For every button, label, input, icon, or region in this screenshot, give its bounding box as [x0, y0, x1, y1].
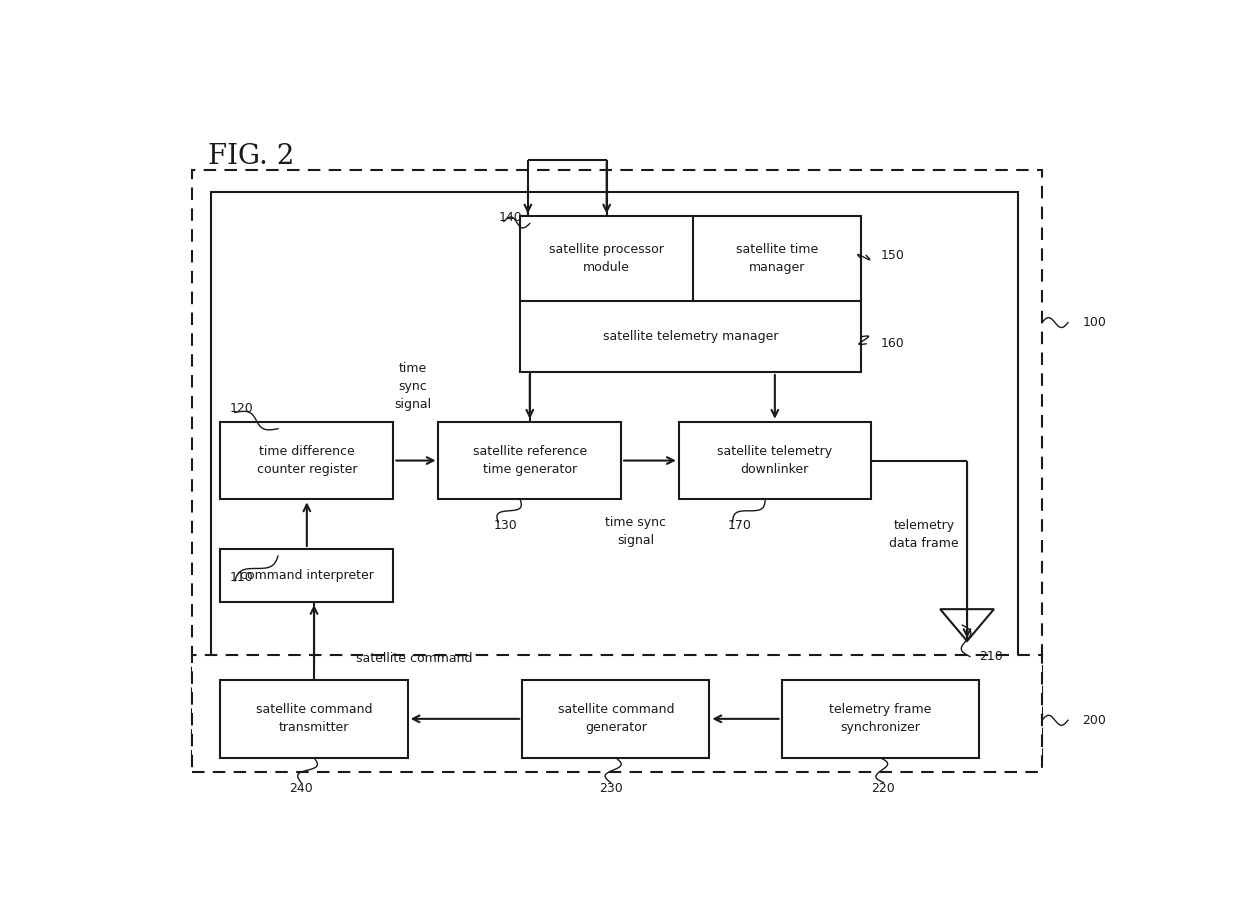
- Bar: [221, 680, 408, 758]
- Text: 220: 220: [872, 782, 895, 795]
- Text: satellite command: satellite command: [356, 652, 472, 665]
- Bar: [191, 170, 1042, 765]
- Text: telemetry
data frame: telemetry data frame: [889, 519, 959, 550]
- Text: 120: 120: [229, 403, 254, 415]
- Text: satellite telemetry manager: satellite telemetry manager: [603, 330, 779, 343]
- Text: 150: 150: [880, 249, 904, 262]
- Text: 230: 230: [599, 782, 622, 795]
- Text: 100: 100: [1083, 316, 1106, 329]
- Text: 160: 160: [880, 337, 904, 350]
- Text: 140: 140: [498, 211, 523, 224]
- Bar: [521, 217, 862, 372]
- Text: 170: 170: [728, 519, 751, 532]
- Bar: [781, 680, 978, 758]
- Text: satellite reference
time generator: satellite reference time generator: [472, 445, 587, 476]
- Text: time
sync
signal: time sync signal: [394, 362, 432, 411]
- Bar: [522, 680, 709, 758]
- Bar: [439, 422, 621, 500]
- Text: satellite time
manager: satellite time manager: [737, 244, 818, 275]
- Text: satellite processor
module: satellite processor module: [549, 244, 665, 275]
- Bar: [221, 549, 393, 602]
- Text: satellite command
generator: satellite command generator: [558, 703, 675, 734]
- Text: 200: 200: [1083, 714, 1106, 727]
- Text: FIG. 2: FIG. 2: [208, 142, 294, 170]
- Text: satellite command
transmitter: satellite command transmitter: [255, 703, 372, 734]
- Bar: [221, 422, 393, 500]
- Text: 110: 110: [229, 571, 254, 584]
- Bar: [191, 655, 1042, 772]
- Bar: [211, 192, 1018, 715]
- Text: 210: 210: [980, 650, 1003, 664]
- Text: 240: 240: [289, 782, 312, 795]
- Text: command interpreter: command interpreter: [239, 569, 373, 582]
- Text: telemetry frame
synchronizer: telemetry frame synchronizer: [828, 703, 931, 734]
- Text: time sync
signal: time sync signal: [605, 516, 666, 547]
- Text: 130: 130: [494, 519, 517, 532]
- Text: satellite telemetry
downlinker: satellite telemetry downlinker: [717, 445, 832, 476]
- Text: time difference
counter register: time difference counter register: [257, 445, 357, 476]
- Bar: [678, 422, 870, 500]
